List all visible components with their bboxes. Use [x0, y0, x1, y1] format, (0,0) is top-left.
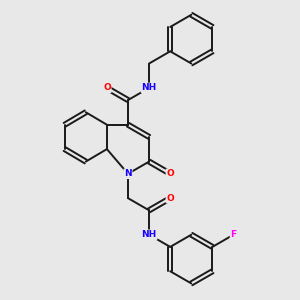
Text: O: O — [166, 169, 174, 178]
Text: NH: NH — [142, 230, 157, 239]
Text: O: O — [166, 194, 174, 203]
Text: O: O — [103, 83, 111, 92]
Text: F: F — [230, 230, 237, 239]
Text: N: N — [124, 169, 132, 178]
Text: NH: NH — [142, 83, 157, 92]
